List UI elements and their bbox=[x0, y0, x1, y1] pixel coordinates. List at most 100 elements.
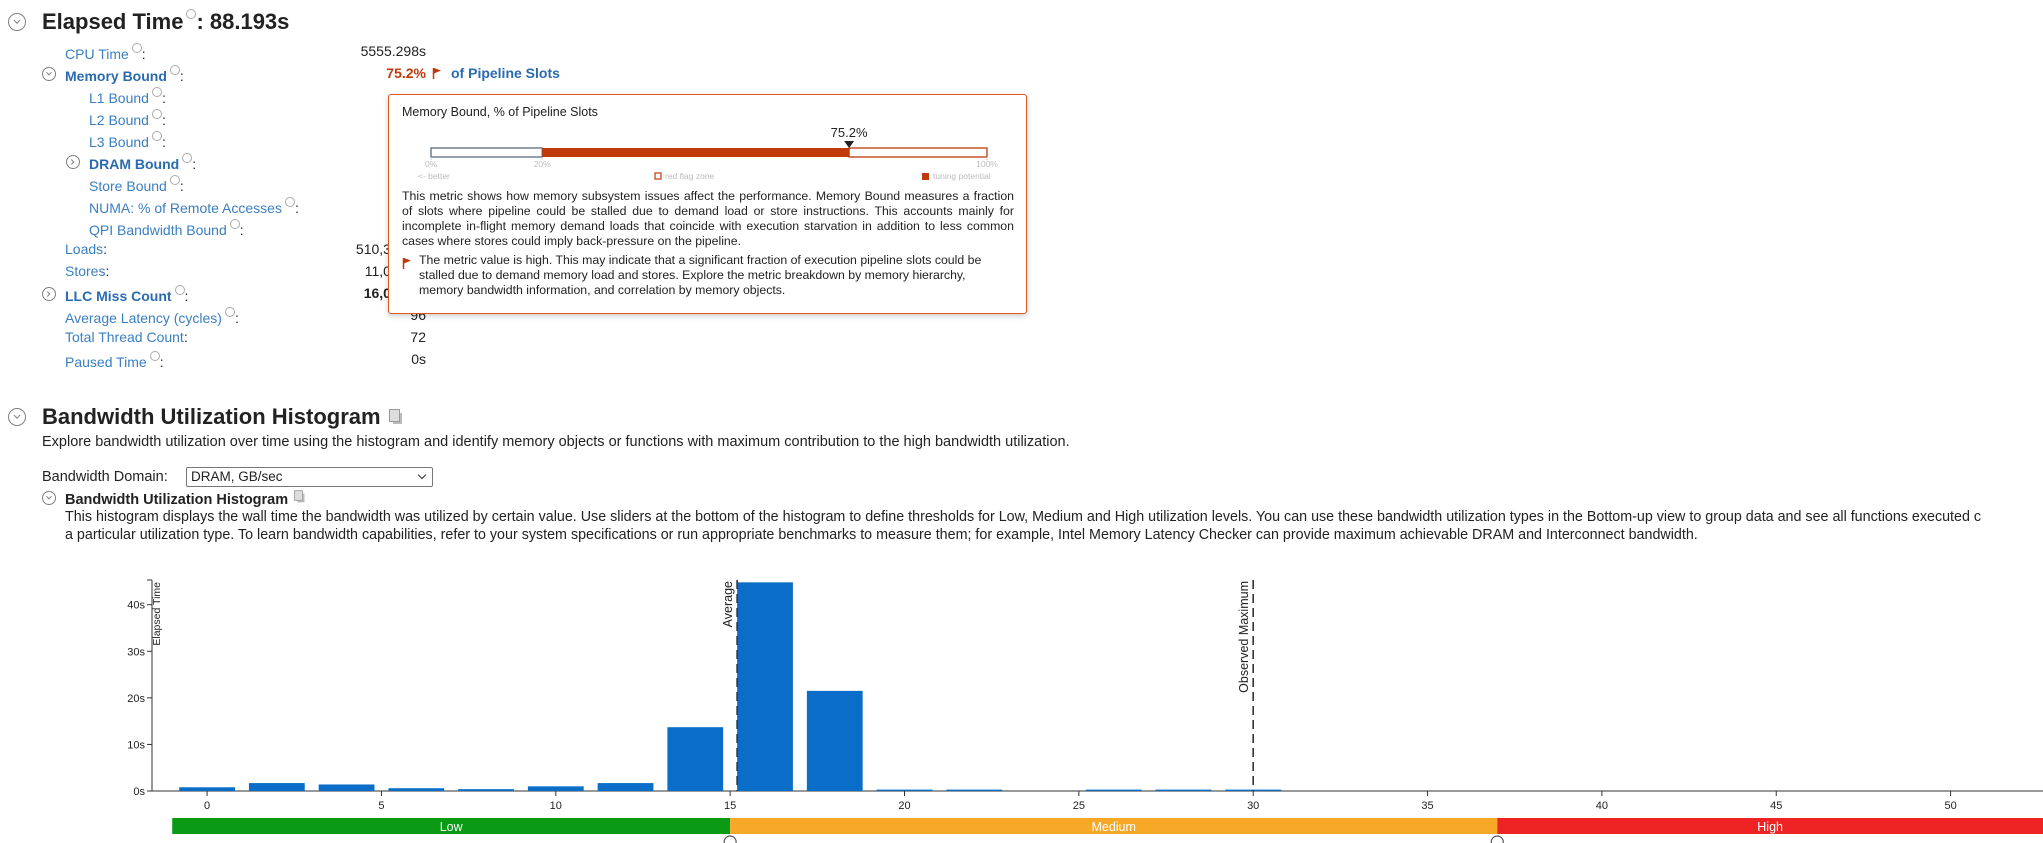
histogram-bar bbox=[527, 786, 584, 791]
tooltip-description: This metric shows how memory subsystem i… bbox=[402, 189, 1014, 248]
help-icon bbox=[131, 43, 142, 53]
y-tick-label: 30s bbox=[127, 646, 145, 658]
help-text: a particular utilization type. To learn … bbox=[65, 526, 1698, 543]
metric-label[interactable]: DRAM Bound: bbox=[89, 152, 197, 172]
metric-label: L1 Bound: bbox=[89, 86, 166, 106]
utilization-level bbox=[730, 818, 1498, 834]
flag-icon bbox=[402, 258, 411, 269]
histogram-bar bbox=[876, 789, 933, 791]
gauge-value-label: 75.2% bbox=[831, 125, 868, 140]
metric-label: Average Latency (cycles): bbox=[65, 306, 239, 326]
metric-name: Store Bound bbox=[89, 177, 167, 194]
reference-label: Observed Maximum bbox=[1237, 581, 1251, 693]
expand-toggle[interactable] bbox=[42, 286, 56, 301]
metric-label: L3 Bound: bbox=[89, 130, 166, 150]
metric-separator: : bbox=[179, 177, 184, 194]
section-description: Explore bandwidth utilization over time … bbox=[42, 434, 1070, 450]
section-title: Bandwidth Utilization Histogram bbox=[42, 404, 381, 429]
x-tick-label: 0 bbox=[204, 800, 210, 812]
histogram-bar bbox=[667, 727, 724, 791]
metric-label: NUMA: % of Remote Accesses: bbox=[89, 196, 299, 216]
histogram-bar bbox=[806, 690, 863, 791]
metric-separator: : bbox=[234, 309, 239, 326]
gauge-legend-better: <- better bbox=[418, 171, 450, 181]
metric-label[interactable]: Memory Bound: bbox=[65, 64, 184, 84]
metric-name: QPI Bandwidth Bound bbox=[89, 221, 227, 238]
x-tick-label: 10 bbox=[550, 800, 562, 812]
histogram-bar bbox=[388, 788, 445, 791]
metric-unit[interactable]: of Pipeline Slots bbox=[451, 64, 560, 81]
metric-value: 72 bbox=[410, 328, 426, 345]
y-tick-label: 40s bbox=[127, 600, 145, 612]
histogram-bar bbox=[1085, 789, 1142, 791]
summary-title: Elapsed Time bbox=[42, 9, 184, 34]
metric-name: Memory Bound bbox=[65, 67, 167, 84]
help-icon bbox=[151, 108, 162, 119]
utilization-level-label: High bbox=[1757, 820, 1783, 834]
legend-swatch bbox=[654, 172, 662, 180]
gauge-legend-tuning: tuning potential bbox=[933, 171, 991, 181]
metric-tooltip: Memory Bound, % of Pipeline Slots 75.2% 0%… bbox=[388, 94, 1027, 314]
metric-name: LLC Miss Count bbox=[65, 287, 172, 304]
subsection-heading: Bandwidth Utilization Histogram bbox=[65, 489, 304, 508]
x-tick-label: 20 bbox=[898, 800, 910, 812]
metric-separator: : bbox=[141, 46, 146, 62]
gauge: 75.2% 0% 20% 100% <- better red flag zone tuni… bbox=[418, 125, 998, 181]
metric-label[interactable]: LLC Miss Count: bbox=[65, 284, 189, 304]
x-tick-label: 5 bbox=[378, 800, 384, 812]
y-tick-label: 0s bbox=[133, 786, 145, 798]
metric-name: Total Thread Count bbox=[65, 328, 184, 345]
utilization-level bbox=[172, 818, 731, 834]
help-icon bbox=[149, 350, 160, 361]
metric-separator: : bbox=[161, 111, 166, 128]
flag-icon bbox=[432, 67, 441, 79]
histogram-bar bbox=[179, 787, 235, 791]
metric-label: L2 Bound: bbox=[89, 108, 166, 128]
metric-separator: : bbox=[184, 287, 189, 304]
metric-separator: : bbox=[105, 262, 110, 279]
gauge-marker bbox=[844, 141, 855, 148]
threshold-slider[interactable] bbox=[723, 835, 737, 843]
metric-name: NUMA: % of Remote Accesses bbox=[89, 199, 282, 216]
tooltip-flag-note: The metric value is high. This may indic… bbox=[419, 253, 982, 297]
legend-swatch bbox=[922, 173, 929, 180]
threshold-slider[interactable] bbox=[1490, 835, 1504, 843]
help-icon bbox=[224, 306, 235, 317]
help-icon bbox=[229, 218, 240, 229]
help-icon bbox=[169, 174, 180, 185]
domain-select[interactable]: DRAM, GB/sec bbox=[186, 467, 433, 487]
gauge-tick-label: 20% bbox=[534, 159, 551, 169]
utilization-level-label: Low bbox=[440, 820, 464, 834]
metric-label: Store Bound: bbox=[89, 174, 184, 194]
x-tick-label: 50 bbox=[1944, 800, 1956, 812]
x-tick-label: 30 bbox=[1247, 800, 1259, 812]
utilization-level bbox=[1497, 818, 2043, 834]
copy-icon[interactable] bbox=[294, 490, 304, 501]
x-tick-label: 15 bbox=[724, 800, 736, 812]
metric-value: 5555.298s bbox=[360, 43, 426, 59]
metric-separator: : bbox=[239, 221, 244, 238]
gauge-value-bar bbox=[542, 148, 850, 157]
expand-toggle[interactable] bbox=[8, 408, 26, 426]
expand-toggle[interactable] bbox=[8, 13, 26, 31]
metric-name: L1 Bound bbox=[89, 89, 149, 106]
metric-name: DRAM Bound bbox=[89, 155, 180, 172]
metric-separator: : bbox=[183, 328, 188, 345]
x-tick-label: 25 bbox=[1073, 800, 1085, 812]
gauge-potential bbox=[848, 147, 988, 158]
expand-toggle[interactable] bbox=[42, 66, 56, 81]
expand-toggle[interactable] bbox=[42, 491, 56, 505]
copy-icon[interactable] bbox=[388, 409, 400, 422]
metric-separator: : bbox=[161, 89, 166, 106]
metric-value: 75.2% bbox=[386, 64, 426, 81]
expand-toggle[interactable] bbox=[66, 154, 80, 169]
reference-label: Average bbox=[721, 581, 735, 627]
gauge-tick-label: 100% bbox=[976, 159, 998, 169]
histogram-bar bbox=[597, 783, 654, 791]
summary-value: : 88.193s bbox=[196, 9, 290, 34]
y-tick-label: 20s bbox=[127, 693, 145, 705]
gauge-legend-red-flag: red flag zone bbox=[665, 171, 714, 181]
metric-separator: : bbox=[192, 155, 197, 172]
